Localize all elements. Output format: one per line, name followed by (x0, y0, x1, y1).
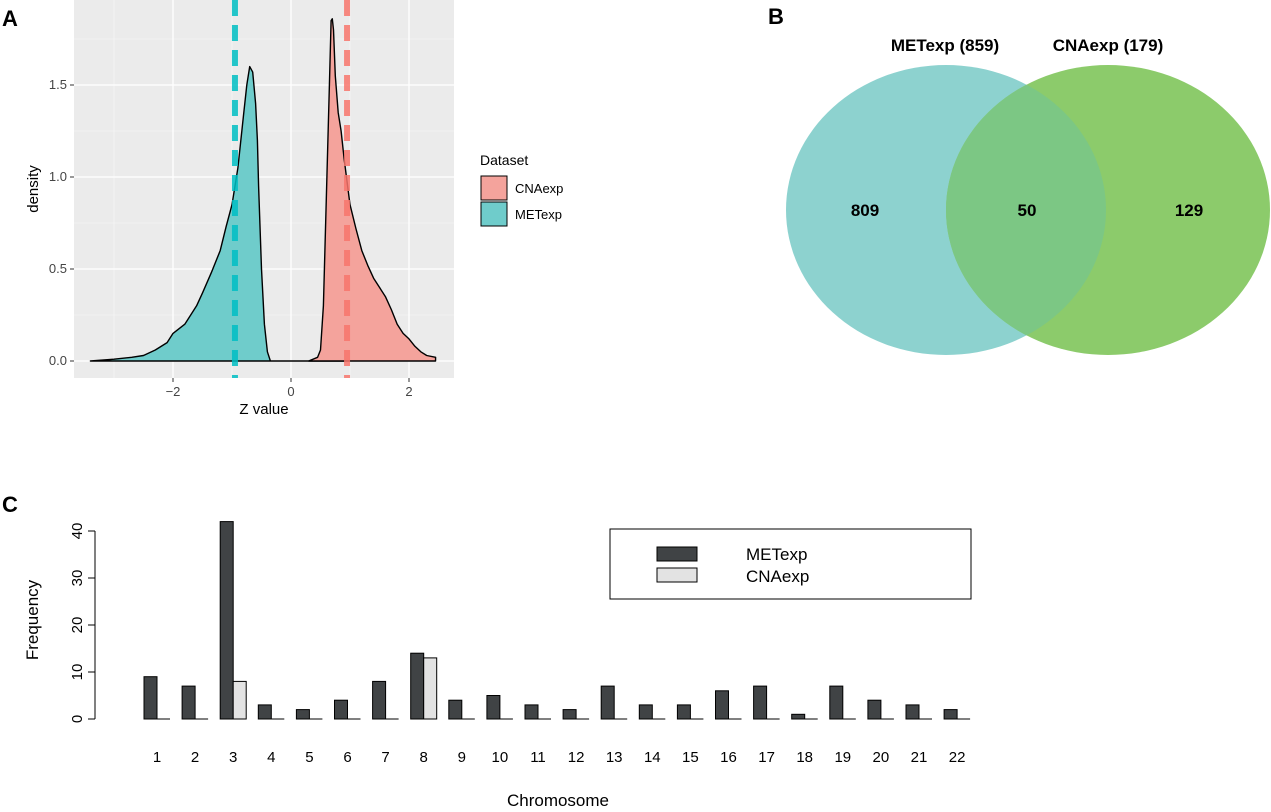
density-area-cnaexp (308, 18, 437, 362)
panel-label-a: A (2, 6, 18, 31)
bar-x-tick-label: 20 (873, 749, 890, 766)
density-y-tick-label: 0.0 (49, 353, 67, 368)
bar-x-tick-label: 2 (191, 749, 199, 766)
density-x-tick-label: −2 (166, 384, 181, 399)
bar-legend-swatch-cnaexp (656, 567, 698, 583)
bar-x-tick-label: 17 (758, 749, 775, 766)
density-x-tick-label: 2 (405, 384, 412, 399)
bar-metexp (753, 685, 768, 720)
bar-metexp (334, 699, 348, 720)
bar-x-tick-label: 15 (682, 749, 699, 766)
bar-x-tick-label: 14 (644, 749, 661, 766)
bar-y-tick-label: 0 (69, 715, 86, 723)
bar-metexp (257, 704, 272, 720)
bar-x-tick-label: 16 (720, 749, 737, 766)
bar-metexp (295, 709, 310, 720)
bar-legend-swatch-metexp (656, 546, 698, 562)
bar-x-tick-label: 9 (458, 749, 466, 766)
density-y-tick-label: 1.0 (49, 169, 67, 184)
bar-metexp (905, 704, 920, 720)
bar-series (143, 521, 958, 720)
bar-legend-label-cnaexp: CNAexp (746, 567, 809, 586)
bar-x-tick-label: 12 (568, 749, 585, 766)
bar-metexp (486, 695, 501, 720)
bar-y-tick-label: 30 (69, 570, 86, 587)
bar-legend-label-metexp: METexp (746, 545, 807, 564)
bar-x-tick-label: 19 (834, 749, 851, 766)
bar-x-tick-label: 13 (606, 749, 623, 766)
bar-x-tick-label: 4 (267, 749, 275, 766)
legend-swatch-cnaexp (480, 175, 508, 201)
density-x-axis-label: Z value (239, 401, 288, 418)
venn-diagram-panel: B METexp (859) CNAexp (179) 809 50 129 (768, 4, 1270, 355)
panel-label-c: C (2, 492, 18, 517)
bar-x-tick-label: 21 (911, 749, 928, 766)
bar-metexp (219, 521, 234, 720)
bar-metexp (867, 699, 882, 720)
bar-x-tick-label: 7 (381, 749, 389, 766)
legend-swatch-metexp (480, 201, 508, 227)
legend-label-metexp: METexp (515, 207, 562, 222)
bar-metexp (410, 652, 425, 720)
bar-x-tick-label: 18 (796, 749, 813, 766)
bar-metexp (600, 685, 615, 720)
bar-y-tick-label: 10 (69, 664, 86, 681)
bar-metexp (143, 676, 158, 720)
density-y-tick-label: 1.5 (49, 77, 67, 92)
bar-metexp (638, 704, 653, 720)
density-curves (89, 0, 437, 378)
bar-metexp (943, 709, 958, 720)
venn-count-cnaexp-only: 129 (1175, 201, 1203, 220)
bar-cnaexp (232, 680, 247, 720)
bar-x-tick-label: 6 (343, 749, 351, 766)
venn-set-label-cnaexp: CNAexp (179) (1053, 36, 1164, 55)
bar-metexp (448, 699, 463, 720)
bar-x-tick-label: 8 (420, 749, 428, 766)
bar-y-tick-label: 20 (69, 617, 86, 634)
venn-overlap-region (946, 65, 1106, 355)
density-legend: Dataset CNAexp METexp (480, 152, 563, 227)
legend-title: Dataset (480, 152, 528, 168)
bar-cnaexp (423, 657, 438, 720)
bar-metexp (676, 704, 691, 720)
bar-x-tick-label: 10 (492, 749, 509, 766)
density-plot-panel: A −2 0 2 0.0 0.5 1.0 1.5 Z value density Datas… (2, 0, 563, 418)
bar-x-tick-label: 11 (530, 749, 546, 766)
bar-x-axis-label: Chromosome (507, 791, 609, 810)
bar-x-tick-label: 3 (229, 749, 237, 766)
bar-metexp (829, 685, 844, 720)
bar-y-tick-label: 40 (69, 523, 86, 540)
bar-x-tick-label: 5 (305, 749, 313, 766)
legend-label-cnaexp: CNAexp (515, 181, 563, 196)
venn-count-metexp-only: 809 (851, 201, 879, 220)
bar-legend: METexp CNAexp (609, 528, 972, 600)
panel-label-b: B (768, 4, 784, 29)
bar-x-tick-label: 22 (949, 749, 966, 766)
bar-metexp (181, 685, 196, 720)
bar-metexp (372, 680, 387, 720)
bar-metexp (562, 709, 577, 720)
bar-metexp (791, 713, 806, 720)
density-y-axis-label: density (25, 165, 42, 213)
venn-count-overlap: 50 (1018, 201, 1037, 220)
bar-metexp (715, 690, 729, 720)
bar-legend-box (609, 528, 972, 600)
bar-y-axis-label: Frequency (23, 579, 42, 660)
density-axes: −2 0 2 0.0 0.5 1.0 1.5 (49, 77, 413, 399)
density-x-tick-label: 0 (287, 384, 294, 399)
density-y-tick-label: 0.5 (49, 261, 67, 276)
venn-set-label-metexp: METexp (859) (891, 36, 999, 55)
bar-metexp (524, 704, 539, 720)
bar-x-tick-label: 1 (153, 749, 161, 766)
